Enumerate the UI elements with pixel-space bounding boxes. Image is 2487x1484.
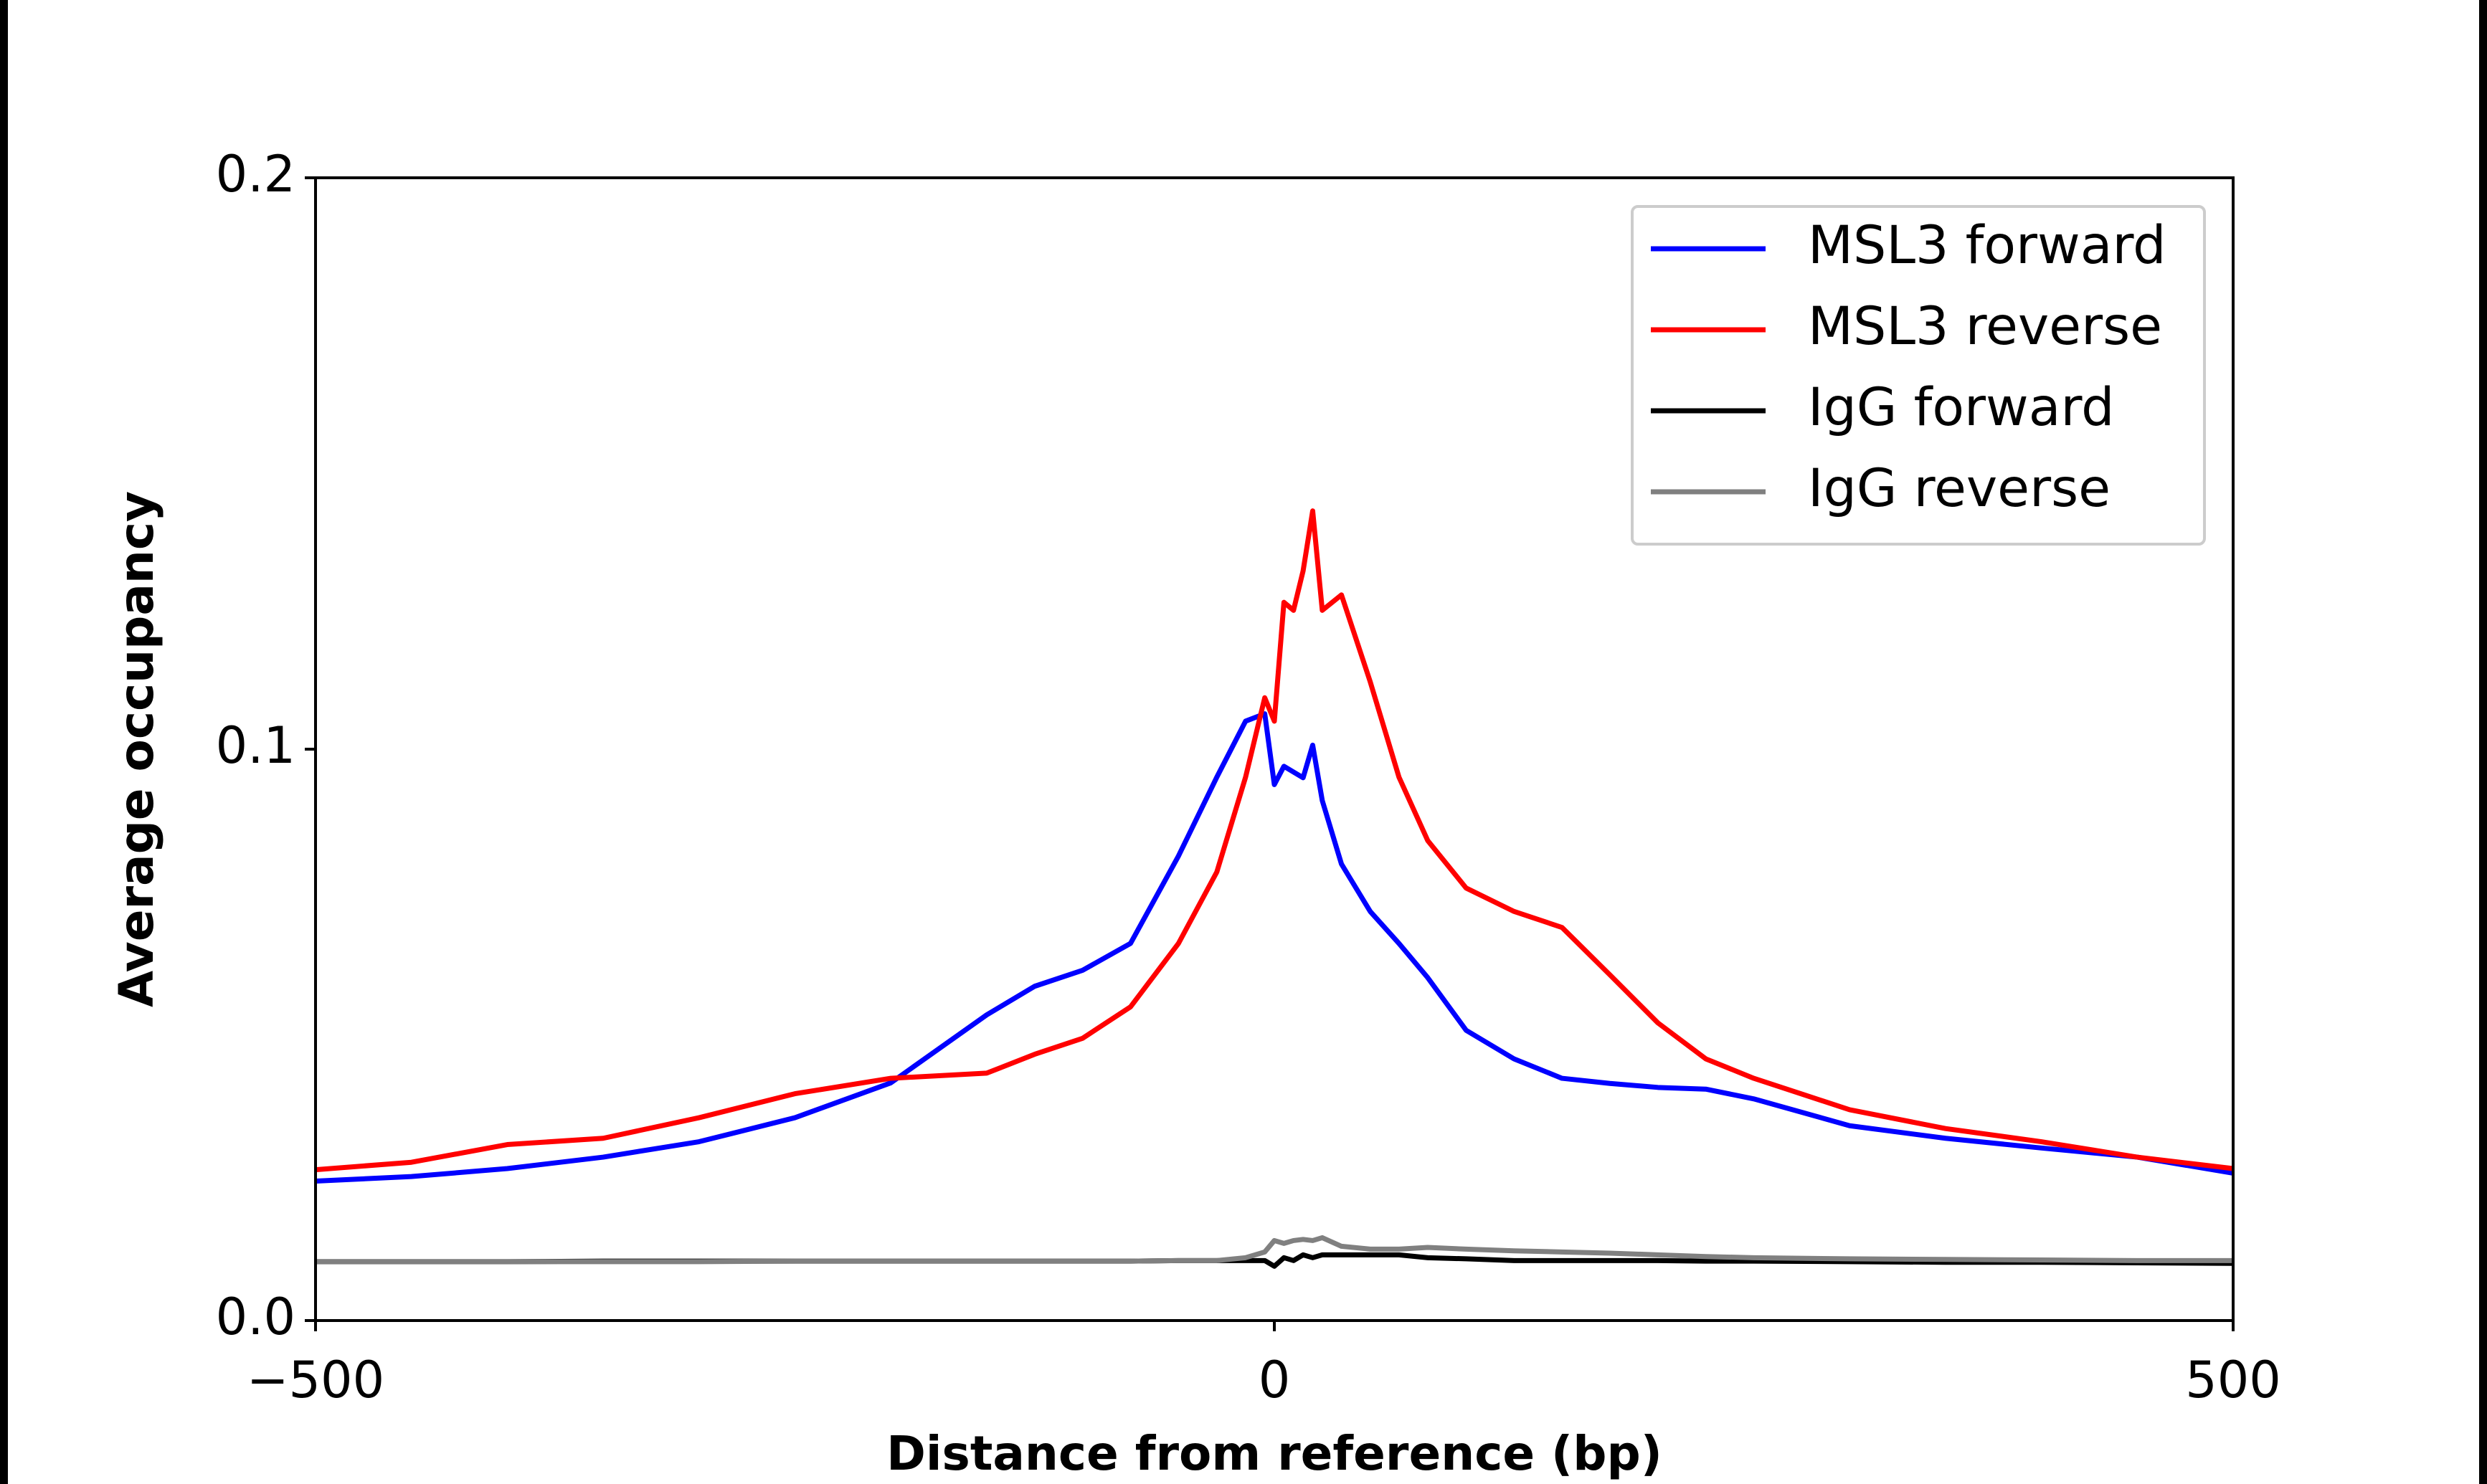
legend-label: IgG reverse xyxy=(1808,458,2111,519)
plot-frame xyxy=(314,176,2235,1322)
x-axis-label: Distance from reference (bp) xyxy=(886,1426,1662,1481)
series-line xyxy=(315,508,2234,1173)
y-tick-label: 0.0 xyxy=(216,1288,295,1346)
border-left xyxy=(0,0,8,1484)
legend-label: MSL3 forward xyxy=(1808,215,2166,276)
series-line xyxy=(315,711,2234,1184)
legend-label: IgG forward xyxy=(1808,377,2115,438)
x-tick-label: −500 xyxy=(247,1351,384,1409)
legend-label: MSL3 reverse xyxy=(1808,296,2162,357)
y-tick-label: 0.2 xyxy=(216,145,295,204)
y-tick-label: 0.1 xyxy=(216,716,295,775)
border-right xyxy=(2479,0,2487,1484)
series-line xyxy=(316,1235,2233,1265)
y-axis-label: Average occupancy xyxy=(109,491,164,1007)
legend-box xyxy=(1631,205,2206,546)
x-tick-label: 500 xyxy=(2185,1351,2281,1409)
x-tick-label: 0 xyxy=(1259,1351,1291,1409)
